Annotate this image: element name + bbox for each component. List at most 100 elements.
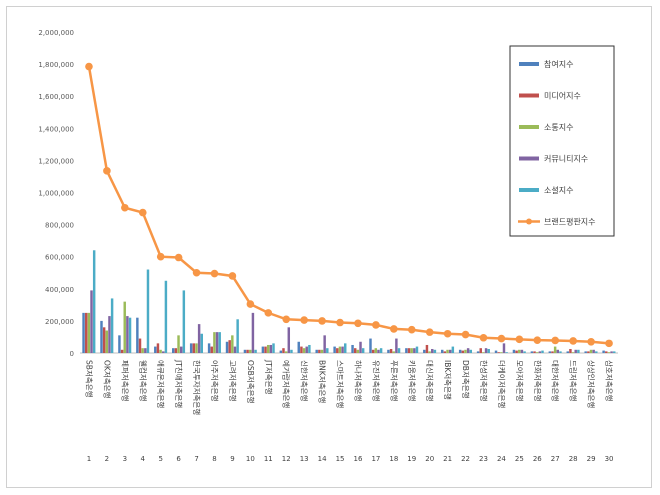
- bar: [110, 298, 114, 353]
- bars: [82, 250, 616, 353]
- bar: [123, 301, 126, 353]
- bar: [371, 349, 375, 353]
- legend-entry: 소통지수: [544, 123, 573, 132]
- bar: [351, 344, 354, 353]
- rank-label: 26: [533, 455, 542, 463]
- y-tick-label: 800,000: [45, 222, 74, 230]
- rank-label: 2: [105, 455, 109, 463]
- legend-entry: 소셜지수: [544, 186, 573, 195]
- bar: [338, 346, 342, 353]
- bar: [605, 351, 608, 353]
- x-tick-label: 대한저축은행: [551, 360, 561, 401]
- bar: [266, 344, 270, 353]
- bar: [466, 348, 470, 353]
- bar: [164, 280, 168, 353]
- x-tick-label: 푸른저축은행: [389, 360, 399, 401]
- bar: [389, 348, 393, 353]
- chart-frame: [6, 6, 652, 488]
- line-point: [372, 321, 380, 329]
- x-tick-label: 스마트저축은행: [336, 360, 346, 408]
- x-tick-label: 상상인저축은행: [587, 360, 597, 408]
- bar: [431, 348, 434, 353]
- x-tick-label: 한화저축은행: [533, 360, 543, 401]
- bar: [90, 290, 93, 353]
- line-point: [318, 317, 326, 325]
- bar: [589, 349, 593, 353]
- line-point: [156, 252, 165, 261]
- bar: [356, 349, 360, 353]
- y-tick-label: 1,400,000: [38, 125, 74, 133]
- bar: [128, 317, 132, 353]
- bar: [374, 348, 378, 353]
- y-tick-label: 1,800,000: [38, 61, 74, 69]
- x-tick-label: 삼호저축은행: [605, 360, 615, 401]
- legend-entry: 참여지수: [544, 59, 573, 69]
- y-tick-label: 600,000: [45, 254, 74, 262]
- rank-label: 25: [515, 455, 524, 463]
- rank-label: 7: [194, 455, 198, 463]
- bar: [243, 349, 247, 353]
- x-tick-label: JT저축은행: [264, 359, 274, 394]
- bar: [177, 335, 180, 353]
- x-tick-label: 모아저축은행: [515, 360, 525, 401]
- bar: [336, 348, 339, 353]
- rank-label: 30: [605, 455, 614, 463]
- bar: [379, 348, 383, 353]
- line-point: [551, 336, 560, 345]
- rank-label: 29: [587, 455, 596, 463]
- bar: [369, 338, 372, 353]
- x-tick-label: 예가람저축은행: [282, 360, 292, 408]
- bar: [333, 346, 336, 353]
- bar: [428, 351, 431, 353]
- rank-label: 18: [389, 455, 398, 463]
- bar: [405, 348, 408, 353]
- bar: [154, 346, 157, 353]
- rank-label: 28: [569, 455, 578, 463]
- bar: [87, 312, 91, 353]
- bar: [138, 338, 142, 353]
- rank-label: 4: [141, 455, 146, 463]
- rank-label: 27: [551, 455, 560, 463]
- legend-entry: 커뮤니티지수: [544, 154, 588, 164]
- bar: [602, 350, 605, 353]
- bar: [353, 348, 357, 353]
- bar: [92, 250, 96, 353]
- bar: [290, 349, 293, 353]
- bar: [344, 343, 347, 353]
- rank-label: 24: [497, 455, 506, 463]
- x-tick-label: 아주저축은행: [210, 360, 220, 401]
- rank-label: 11: [264, 455, 273, 463]
- bar: [595, 351, 598, 353]
- y-tick-label: 1,600,000: [38, 93, 74, 101]
- line-point: [336, 318, 344, 327]
- y-tick-label: 200,000: [45, 318, 74, 326]
- line-point: [282, 315, 291, 324]
- bar: [541, 350, 544, 353]
- bar: [569, 348, 572, 353]
- bar: [120, 349, 124, 353]
- bar: [440, 349, 444, 353]
- legend-swatch-marker: [526, 218, 532, 225]
- bar: [448, 349, 452, 353]
- bar: [502, 343, 506, 353]
- bar: [156, 343, 160, 353]
- legend-swatch: [519, 62, 539, 66]
- bar: [538, 351, 542, 353]
- bar: [607, 352, 611, 353]
- line-point: [497, 334, 506, 343]
- x-tick-label: 한국투자저축은행: [192, 360, 202, 415]
- bar: [323, 335, 326, 353]
- x-tick-label: 신한저축은행: [300, 360, 310, 401]
- bar: [497, 352, 500, 353]
- legend-swatch: [519, 93, 539, 98]
- legend-swatch: [519, 156, 539, 161]
- line-point: [138, 208, 147, 217]
- axes: 0 200,000 400,000 600,000 800,000 1,000,000 1,…: [38, 29, 618, 358]
- bar: [182, 290, 186, 353]
- bar: [571, 352, 575, 353]
- rank-label: 20: [425, 455, 434, 463]
- line-point: [605, 339, 613, 348]
- rank-label: 21: [443, 455, 452, 463]
- bar: [535, 352, 539, 353]
